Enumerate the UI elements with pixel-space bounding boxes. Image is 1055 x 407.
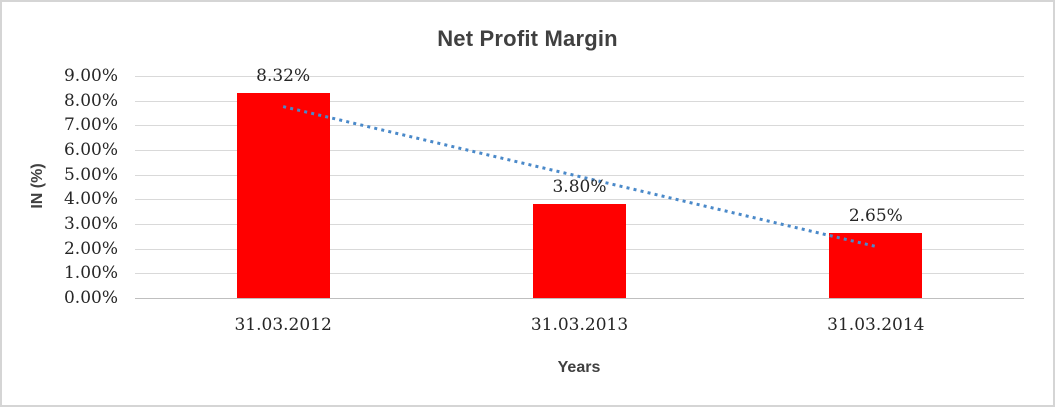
x-axis-line <box>135 298 1024 299</box>
x-tick-label: 31.03.2013 <box>530 315 629 335</box>
y-tick-label: 4.00% <box>63 189 118 210</box>
y-tick-label: 2.00% <box>63 238 118 259</box>
gridline <box>135 150 1024 151</box>
x-tick-label: 31.03.2014 <box>827 315 925 335</box>
y-tick-label: 7.00% <box>63 115 118 136</box>
y-tick-label: 9.00% <box>63 66 118 86</box>
plot-area <box>135 76 1024 299</box>
x-axis-title: Years <box>557 359 601 376</box>
y-tick-label: 6.00% <box>63 140 118 160</box>
y-tick-label: 0.00% <box>63 288 118 308</box>
data-label: 2.65% <box>848 205 903 226</box>
gridline <box>135 199 1024 201</box>
y-tick-label: 5.00% <box>63 164 118 185</box>
y-tick-label: 3.00% <box>63 214 118 234</box>
data-label: 3.80% <box>552 177 607 198</box>
bar-31.03.2014 <box>829 232 923 298</box>
trendline <box>282 105 877 248</box>
x-tick-label: 31.03.2012 <box>234 315 332 335</box>
bar-31.03.2012 <box>236 92 330 298</box>
trendline-dotted-line <box>282 105 877 248</box>
gridline <box>135 125 1024 127</box>
gridline <box>135 100 1024 102</box>
y-tick-label: 1.00% <box>63 263 118 284</box>
bar-31.03.2013 <box>533 204 626 298</box>
data-label: 8.32% <box>256 65 311 86</box>
y-tick-label: 8.00% <box>63 90 118 111</box>
gridline <box>135 76 1024 77</box>
chart-title: Net Profit Margin <box>437 26 618 51</box>
